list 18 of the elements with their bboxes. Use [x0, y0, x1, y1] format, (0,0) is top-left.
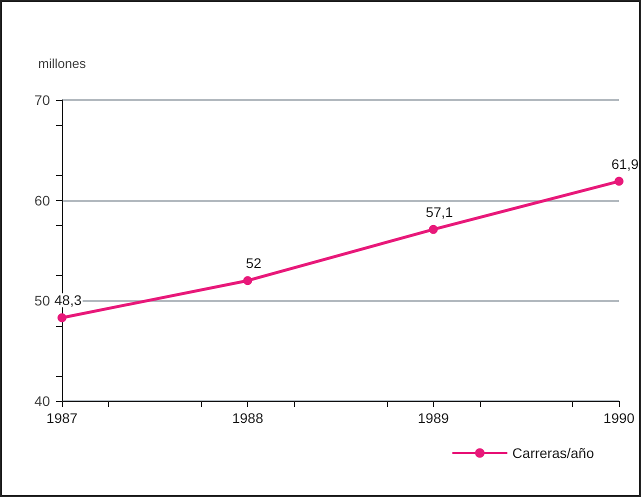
x-tick-label: 1989	[418, 410, 450, 426]
point	[428, 224, 438, 234]
y-tick-label: 60	[34, 192, 50, 208]
y-tick-label: 70	[34, 92, 50, 108]
data-label: 52	[246, 255, 262, 272]
x-tick-label: 1987	[46, 410, 78, 426]
point	[614, 176, 624, 186]
x-tick-label: 1990	[603, 410, 635, 426]
data-label: 48,3	[54, 292, 82, 308]
x-tick-label: 1988	[232, 410, 264, 426]
point	[58, 313, 66, 322]
legend-label: Carreras/año	[512, 445, 594, 461]
data-label: 61,9	[611, 156, 639, 172]
y-axis-title: millones	[38, 56, 86, 71]
data-label: 57,1	[426, 204, 454, 220]
y-tick-label: 50	[34, 292, 50, 309]
point	[243, 276, 252, 286]
y-tick-label: 40	[34, 393, 50, 409]
